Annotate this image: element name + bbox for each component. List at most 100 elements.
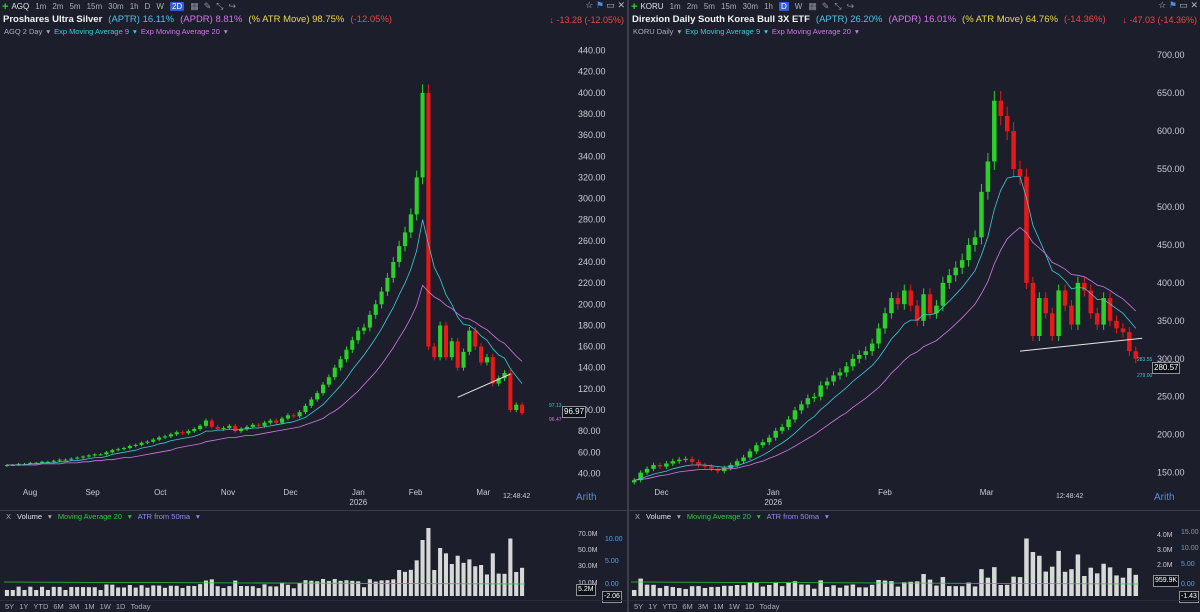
- candle-body[interactable]: [157, 437, 162, 440]
- candle-body[interactable]: [734, 461, 740, 466]
- add-symbol-icon[interactable]: +: [2, 0, 9, 13]
- ema20-study[interactable]: Exp Moving Average 20: [140, 27, 220, 36]
- candle-body[interactable]: [244, 426, 249, 430]
- candle-body[interactable]: [28, 462, 33, 464]
- candle-body[interactable]: [927, 294, 933, 314]
- candle-body[interactable]: [443, 325, 449, 358]
- candle-body[interactable]: [792, 410, 798, 420]
- candle-body[interactable]: [1062, 290, 1068, 306]
- candle-body[interactable]: [151, 439, 156, 442]
- candle-body[interactable]: [203, 420, 209, 426]
- candle-body[interactable]: [145, 441, 150, 443]
- candle-body[interactable]: [40, 461, 45, 463]
- candle-body[interactable]: [754, 445, 759, 452]
- candle-body[interactable]: [69, 458, 74, 460]
- candle-body[interactable]: [455, 341, 460, 368]
- chevron-down-icon[interactable]: ▾: [854, 27, 859, 36]
- candle-body[interactable]: [385, 277, 390, 292]
- candle-body[interactable]: [268, 420, 273, 423]
- timeframe-w[interactable]: W: [794, 2, 803, 11]
- candle-body[interactable]: [198, 425, 203, 430]
- chevron-down-icon[interactable]: ▾: [764, 27, 768, 36]
- range-today[interactable]: Today: [759, 602, 780, 611]
- candle-body[interactable]: [882, 313, 888, 329]
- ema20-study[interactable]: Exp Moving Average 20: [771, 27, 851, 36]
- candle-body[interactable]: [426, 92, 431, 347]
- candle-body[interactable]: [844, 366, 849, 373]
- candle-body[interactable]: [786, 419, 791, 428]
- candle-body[interactable]: [4, 464, 9, 466]
- chevron-down-icon[interactable]: ▾: [127, 512, 132, 521]
- add-symbol-icon[interactable]: +: [631, 0, 638, 13]
- candle-body[interactable]: [1011, 131, 1016, 170]
- candle-body[interactable]: [1133, 351, 1139, 359]
- price-chart-right[interactable]: 700.00 650.00 600.00 550.00 500.00 450.00 400.…: [629, 0, 1200, 612]
- chevron-down-icon[interactable]: ▾: [133, 27, 137, 36]
- candle-body[interactable]: [502, 373, 507, 379]
- candle-body[interactable]: [75, 457, 80, 459]
- chevron-down-icon[interactable]: ▾: [196, 512, 200, 521]
- candle-body[interactable]: [280, 418, 285, 423]
- candle-body[interactable]: [824, 381, 830, 386]
- share-icon[interactable]: ↪: [846, 1, 855, 11]
- scale-mode[interactable]: Arith: [1154, 492, 1175, 503]
- candle-body[interactable]: [979, 191, 984, 238]
- candle-body[interactable]: [921, 294, 926, 321]
- candle-body[interactable]: [291, 415, 296, 417]
- candle-body[interactable]: [303, 405, 308, 413]
- candle-body[interactable]: [1004, 115, 1010, 132]
- candle-body[interactable]: [863, 351, 868, 355]
- candle-body[interactable]: [162, 436, 168, 438]
- candle-body[interactable]: [297, 412, 302, 417]
- candle-body[interactable]: [1024, 176, 1029, 283]
- candle-body[interactable]: [402, 232, 408, 247]
- candle-body[interactable]: [747, 451, 753, 458]
- measure-icon[interactable]: ⤡: [834, 1, 842, 11]
- timeframe-d[interactable]: D: [144, 2, 151, 11]
- candle-body[interactable]: [818, 385, 823, 397]
- drawing-pencil-icon[interactable]: ✎: [821, 1, 830, 11]
- symbol-input[interactable]: AGQ: [11, 2, 30, 11]
- candle-body[interactable]: [696, 461, 701, 466]
- candle-body[interactable]: [367, 314, 372, 328]
- range-3m[interactable]: 3M: [697, 602, 709, 611]
- candle-body[interactable]: [631, 480, 637, 483]
- candle-body[interactable]: [104, 452, 109, 455]
- chevron-down-icon[interactable]: ▾: [46, 27, 51, 36]
- candle-body[interactable]: [953, 267, 958, 276]
- candle-body[interactable]: [139, 442, 144, 445]
- candle-body[interactable]: [857, 354, 862, 359]
- range-1d[interactable]: 1D: [115, 602, 126, 611]
- candle-body[interactable]: [689, 458, 695, 462]
- layout-grid-icon[interactable]: ▦: [808, 1, 817, 11]
- candle-body[interactable]: [644, 468, 650, 473]
- star-icon[interactable]: ☆: [1158, 0, 1167, 10]
- candle-body[interactable]: [831, 375, 836, 382]
- candle-body[interactable]: [1082, 282, 1087, 291]
- maximize-icon[interactable]: ▭: [606, 0, 615, 10]
- volume-label[interactable]: Volume: [646, 512, 672, 521]
- timeframe-w[interactable]: W: [156, 2, 164, 11]
- candle-body[interactable]: [57, 459, 62, 461]
- candle-body[interactable]: [344, 349, 349, 360]
- measure-icon[interactable]: ⤡: [216, 1, 224, 11]
- candle-body[interactable]: [438, 325, 443, 358]
- range-5y[interactable]: 5Y: [634, 602, 644, 611]
- timeframe-30m[interactable]: 30m: [108, 2, 124, 11]
- drawing-pencil-icon[interactable]: ✎: [203, 1, 212, 11]
- candle-body[interactable]: [1101, 298, 1106, 325]
- candle-body[interactable]: [869, 343, 875, 352]
- candle-body[interactable]: [309, 399, 314, 406]
- candle-body[interactable]: [274, 420, 279, 423]
- scale-mode[interactable]: Arith: [576, 492, 597, 503]
- candle-body[interactable]: [361, 327, 367, 331]
- candle-body[interactable]: [250, 424, 255, 427]
- candle-body[interactable]: [408, 214, 413, 233]
- volume-label[interactable]: Volume: [17, 512, 43, 521]
- candle-body[interactable]: [121, 448, 127, 450]
- range-1w[interactable]: 1W: [728, 602, 740, 611]
- candle-body[interactable]: [799, 404, 804, 411]
- candle-body[interactable]: [908, 290, 913, 306]
- chevron-down-icon[interactable]: ▾: [756, 512, 761, 521]
- chevron-down-icon[interactable]: ▾: [825, 512, 829, 521]
